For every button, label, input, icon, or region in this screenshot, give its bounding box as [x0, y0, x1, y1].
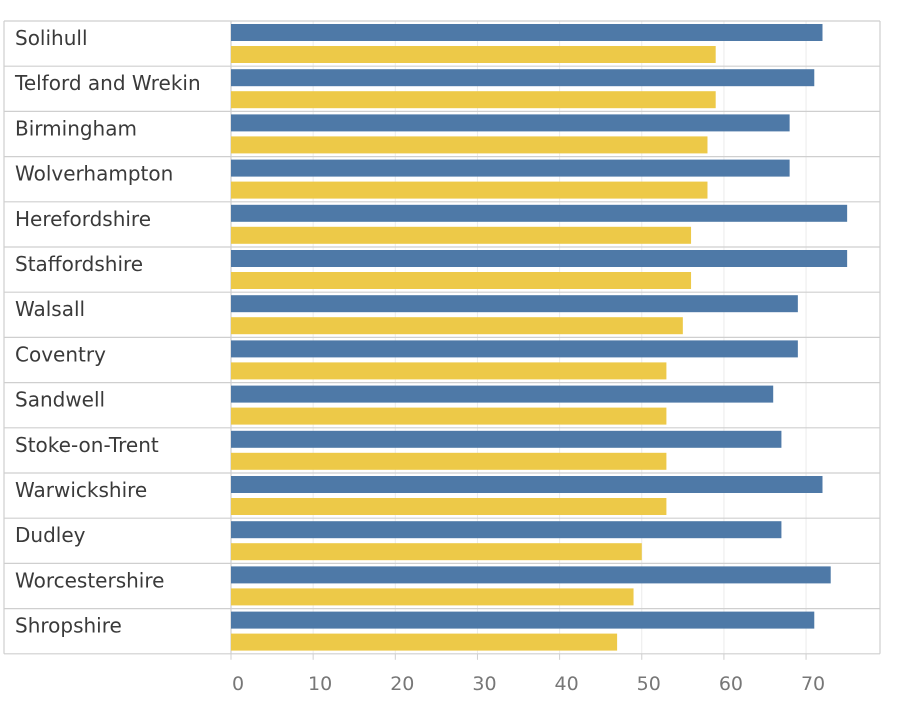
bar-yellow-solihull — [231, 46, 716, 63]
bar-yellow-stoke-on-trent — [231, 452, 667, 470]
bar-blue-dudley — [231, 521, 782, 539]
bar-blue-stoke-on-trent — [231, 430, 782, 448]
bar-yellow-wolverhampton — [231, 181, 708, 199]
bar-yellow-birmingham — [231, 136, 708, 154]
bar-blue-telford-and-wrekin — [231, 69, 815, 87]
bar-yellow-staffordshire — [231, 272, 692, 289]
category-label-stoke-on-trent: Stoke-on-Trent — [15, 433, 159, 457]
category-label-herefordshire: Herefordshire — [15, 207, 151, 231]
x-tick-label-60: 60 — [719, 673, 743, 695]
bar-blue-worcestershire — [231, 566, 831, 584]
category-label-coventry: Coventry — [15, 342, 106, 366]
bar-yellow-telford-and-wrekin — [231, 91, 716, 109]
bar-yellow-shropshire — [231, 633, 618, 651]
bar-blue-coventry — [231, 340, 798, 358]
x-tick-label-50: 50 — [637, 673, 661, 695]
bar-blue-walsall — [231, 295, 798, 313]
bars — [231, 24, 848, 651]
category-labels: Solihull Telford and Wrekin Birmingham Wolv… — [14, 26, 201, 638]
category-label-dudley: Dudley — [15, 523, 86, 547]
bar-blue-herefordshire — [231, 204, 848, 222]
bar-yellow-herefordshire — [231, 226, 692, 244]
x-tick-label-70: 70 — [801, 673, 825, 695]
bar-yellow-worcestershire — [231, 588, 634, 606]
bar-yellow-warwickshire — [231, 498, 667, 515]
bar-blue-wolverhampton — [231, 159, 790, 177]
bar-blue-staffordshire — [231, 250, 848, 267]
category-label-birmingham: Birmingham — [15, 116, 137, 140]
x-axis: 0 10 20 30 40 50 60 70 — [230, 653, 825, 695]
category-label-staffordshire: Staffordshire — [15, 252, 143, 276]
bar-blue-warwickshire — [231, 476, 823, 493]
x-tick-label-30: 30 — [472, 673, 496, 695]
x-tick-label-40: 40 — [555, 673, 579, 695]
category-label-warwickshire: Warwickshire — [15, 478, 147, 502]
x-tick-label-0: 0 — [232, 673, 244, 695]
bar-yellow-dudley — [231, 543, 642, 561]
bar-yellow-walsall — [231, 317, 683, 335]
category-label-telford-and-wrekin: Telford and Wrekin — [14, 71, 201, 95]
bar-yellow-sandwell — [231, 407, 667, 425]
bar-blue-solihull — [231, 24, 823, 41]
category-label-worcestershire: Worcestershire — [15, 568, 164, 592]
category-label-sandwell: Sandwell — [15, 388, 105, 412]
category-label-solihull: Solihull — [15, 26, 88, 50]
bar-yellow-coventry — [231, 362, 667, 380]
category-label-walsall: Walsall — [15, 297, 85, 321]
bar-blue-birmingham — [231, 114, 790, 132]
category-label-shropshire: Shropshire — [15, 614, 122, 638]
bar-blue-shropshire — [231, 611, 815, 629]
x-tick-label-10: 10 — [308, 673, 332, 695]
bar-blue-sandwell — [231, 385, 774, 403]
category-label-wolverhampton: Wolverhampton — [15, 162, 173, 186]
x-tick-label-20: 20 — [390, 673, 414, 695]
